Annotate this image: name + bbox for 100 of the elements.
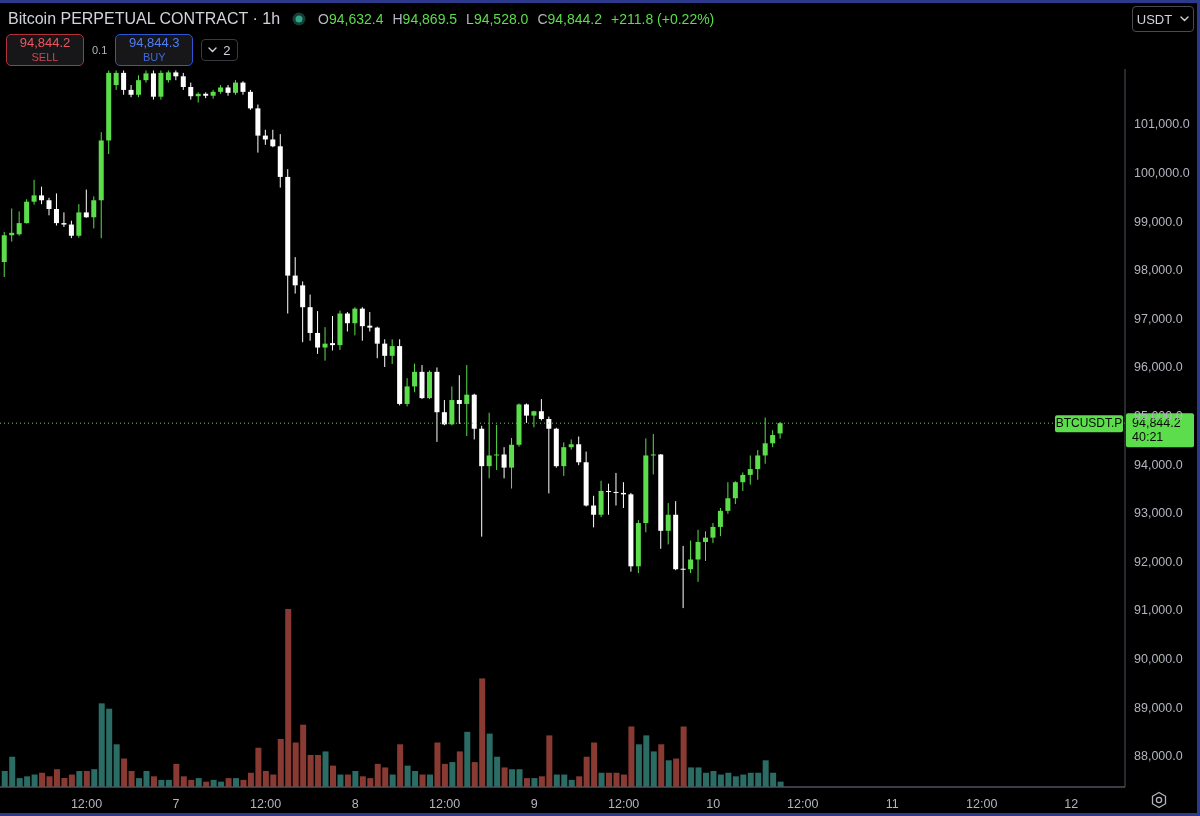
candlestick <box>441 399 447 426</box>
bar <box>225 778 232 787</box>
candlestick <box>703 530 709 562</box>
bar <box>150 776 157 787</box>
candlestick <box>24 198 30 225</box>
bar <box>673 758 680 787</box>
candlestick <box>113 69 119 91</box>
x-tick-label: 10 <box>706 796 721 811</box>
sell-button: 94,844.2 SELL <box>6 34 84 66</box>
bar <box>501 767 508 787</box>
candlestick <box>725 481 731 515</box>
candlestick <box>740 471 746 492</box>
candlestick <box>136 74 142 98</box>
candlestick <box>143 69 149 84</box>
candlestick <box>300 280 306 343</box>
x-tick-label: 12:00 <box>70 796 103 811</box>
bar <box>650 751 657 787</box>
candlestick <box>91 195 97 229</box>
candlestick <box>665 502 671 545</box>
y-tick-label: 90,000.0 <box>1134 652 1183 667</box>
candlestick <box>501 446 507 479</box>
candlestick <box>150 69 156 101</box>
candlestick <box>121 69 127 96</box>
candlestick <box>598 480 604 518</box>
unit-dropdown: USDT <box>1132 6 1194 32</box>
candlestick <box>225 84 231 97</box>
bar <box>352 770 359 787</box>
bar <box>322 751 329 787</box>
bar <box>397 744 404 787</box>
bar <box>113 744 120 787</box>
y-tick-label: 96,000.0 <box>1134 360 1183 375</box>
x-tick-label: 12:00 <box>966 796 998 811</box>
candlestick <box>561 441 567 477</box>
candlestick <box>352 306 358 336</box>
bar <box>76 770 83 787</box>
text: C94,844.2 <box>537 11 603 27</box>
candlestick <box>509 437 515 490</box>
candlestick <box>76 203 82 239</box>
candlestick <box>710 522 716 544</box>
text: L94,528.0 <box>466 11 529 27</box>
y-tick-label: 94,000.0 <box>1134 457 1183 472</box>
y-axis-title: USDT <box>1136 11 1173 27</box>
x-tick-label: 12:00 <box>428 796 461 811</box>
y-tick-label: 97,000.0 <box>1134 311 1183 326</box>
bar <box>233 778 240 787</box>
y-tick-label: 88,000.0 <box>1134 749 1183 764</box>
ref-line-label: BTCUSDT.P <box>1055 416 1123 431</box>
bar <box>688 767 695 787</box>
bar <box>464 731 471 787</box>
bar <box>39 772 46 787</box>
candlestick <box>374 326 380 359</box>
candlestick <box>61 211 67 228</box>
candlestick <box>688 540 694 574</box>
candlestick <box>523 402 529 424</box>
bar <box>509 769 516 787</box>
y-tick-label: 101,000.0 <box>1134 117 1190 132</box>
bar <box>598 772 605 787</box>
candlestick <box>315 310 321 355</box>
candlestick <box>16 210 22 237</box>
y-tick-label: 98,000.0 <box>1134 263 1183 278</box>
candlestick <box>404 377 410 407</box>
y-tick-label: 92,000.0 <box>1134 554 1183 569</box>
candlestick <box>591 495 597 528</box>
bar <box>128 770 135 787</box>
candlestick <box>367 311 373 333</box>
bar <box>83 770 90 787</box>
candlestick <box>538 398 544 421</box>
bar <box>434 742 441 787</box>
candlestick <box>755 449 761 481</box>
candlestick <box>747 454 753 486</box>
bar <box>121 758 128 787</box>
y-tick-label: 91,000.0 <box>1134 603 1183 618</box>
buy-button: 94,844.3 BUY <box>115 34 194 66</box>
y-tick-label: 93,000.0 <box>1134 506 1183 521</box>
bar <box>330 765 336 787</box>
x-tick-label: 7 <box>172 796 180 811</box>
candlestick <box>330 315 335 351</box>
x-tick-label: 8 <box>351 796 359 811</box>
candlestick <box>456 374 462 425</box>
candlestick <box>613 472 619 507</box>
candlestick <box>412 363 418 393</box>
text: +211.8 (+0.22%) <box>611 11 715 27</box>
bar <box>576 776 583 787</box>
y-tick-label: 100,000.0 <box>1134 165 1190 180</box>
y-tick-label: 99,000.0 <box>1134 214 1183 229</box>
x-tick-label: 12 <box>1064 796 1079 811</box>
text: 0.1 <box>92 44 108 56</box>
bar <box>173 763 180 787</box>
x-tick-label: 11 <box>885 796 899 811</box>
candlestick <box>247 89 253 111</box>
candlestick <box>382 338 388 368</box>
bar <box>449 762 456 787</box>
candlestick <box>359 306 365 342</box>
candlestick <box>389 338 395 365</box>
bar <box>441 763 448 787</box>
candlestick <box>344 311 350 333</box>
candlestick <box>546 416 552 494</box>
bar <box>523 778 530 787</box>
candlestick <box>606 483 612 516</box>
candlestick <box>732 480 738 505</box>
